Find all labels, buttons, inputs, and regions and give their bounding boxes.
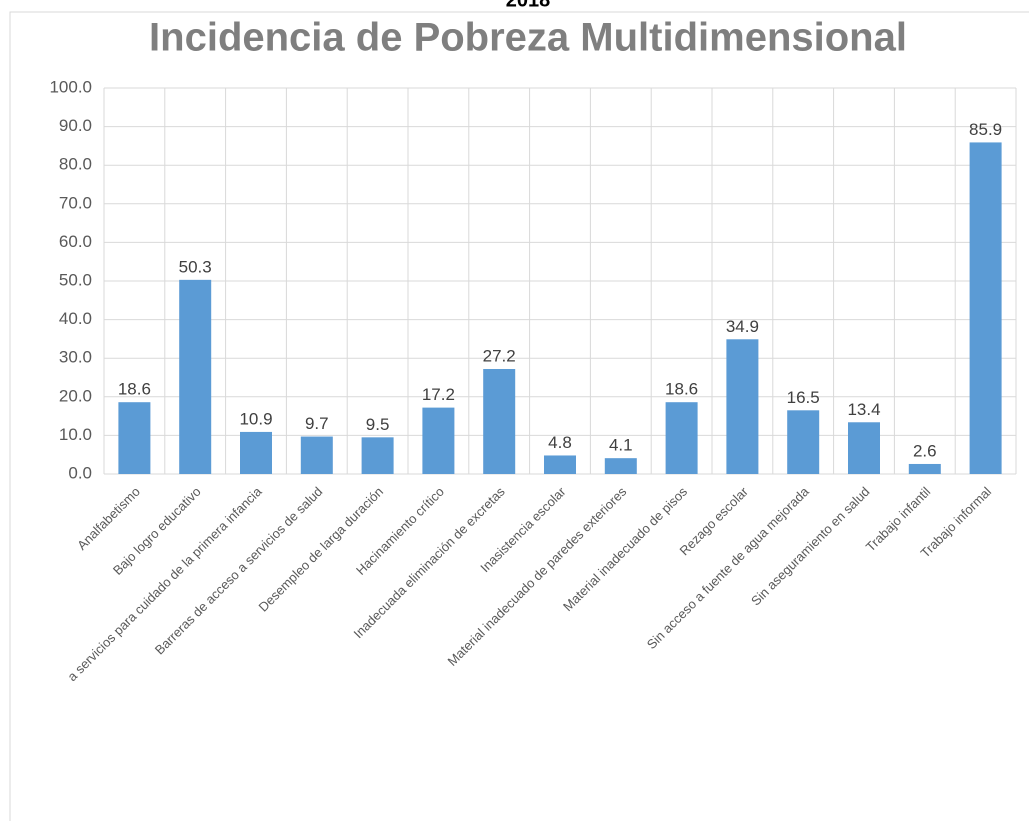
data-label: 85.9 [969,120,1002,139]
chart-subtitle: 2018 [506,0,551,11]
data-label: 17.2 [422,385,455,404]
y-tick-label: 70.0 [59,193,92,212]
x-tick-label: Desempleo de larga duración [255,484,386,615]
data-label: 2.6 [913,441,937,460]
x-tick-label: Analfabetismo [74,484,143,553]
bar [848,422,880,474]
y-tick-label: 50.0 [59,270,92,289]
data-label: 16.5 [787,388,820,407]
bar [726,339,759,474]
data-label: 34.9 [726,317,759,336]
data-label: 18.6 [665,380,698,399]
y-tick-label: 80.0 [59,155,92,174]
y-tick-label: 60.0 [59,232,92,251]
y-tick-label: 0.0 [68,463,92,482]
bar [179,279,212,474]
data-label: 9.7 [305,414,329,433]
chart-frame [9,11,1029,821]
data-label: 4.8 [548,433,572,452]
y-tick-label: 40.0 [59,309,92,328]
y-tick-label: 20.0 [59,386,92,405]
bar [300,436,333,474]
bar [240,431,272,474]
bar [604,458,637,474]
bar [908,463,941,474]
data-label: 10.9 [239,409,272,428]
bar [969,142,1002,474]
data-label: 18.6 [118,380,151,399]
chart-title: Incidencia de Pobreza Multidimensional [149,16,907,60]
bar [665,402,698,474]
y-tick-label: 100.0 [49,77,92,96]
x-tick-label: Material inadecuado de pisos [560,484,691,615]
y-tick-label: 10.0 [59,425,92,444]
data-label: 27.2 [483,346,516,365]
bar [422,407,455,474]
x-tick-label: Sin aseguramiento en salud [748,484,873,609]
bar [118,402,151,474]
bar [361,437,394,474]
bar [787,410,820,474]
bar [544,455,576,474]
data-label: 50.3 [179,257,212,276]
y-tick-label: 30.0 [59,348,92,367]
y-tick-label: 90.0 [59,116,92,135]
data-label: 9.5 [366,415,390,434]
bar [483,369,516,474]
data-label: 13.4 [847,400,880,419]
data-label: 4.1 [609,436,633,455]
